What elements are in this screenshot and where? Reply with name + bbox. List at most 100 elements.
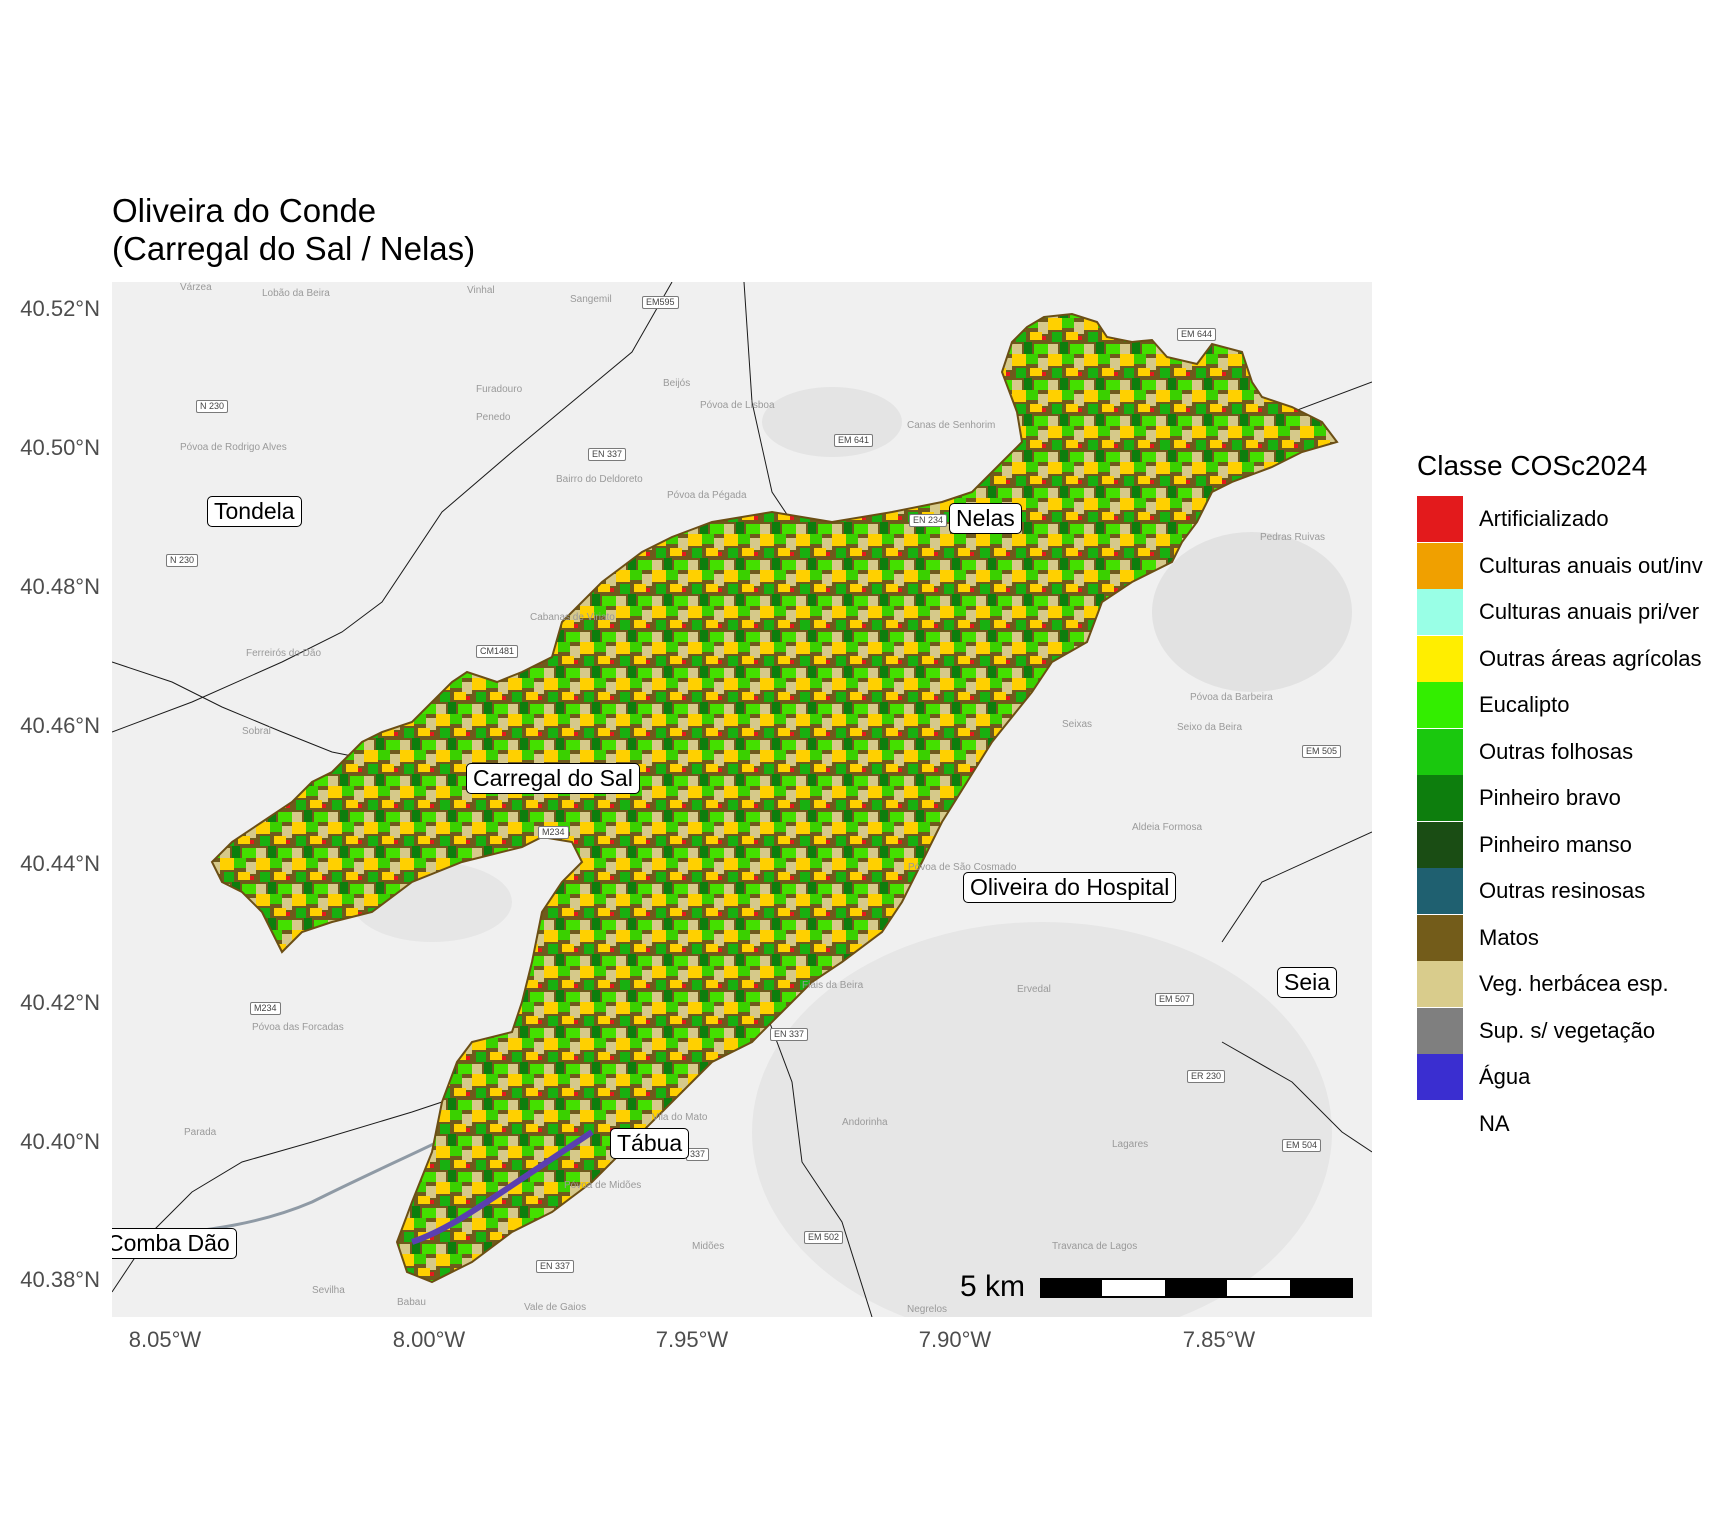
legend-label: Pinheiro bravo: [1479, 785, 1621, 810]
scale-bar: [1040, 1278, 1353, 1298]
legend-label: Veg. herbácea esp.: [1479, 971, 1669, 996]
basemap-label: Póvoa das Forcadas: [252, 1022, 344, 1033]
legend-swatch: [1417, 682, 1463, 728]
road-sign: EN 234: [909, 514, 948, 527]
legend-swatch: [1417, 914, 1463, 961]
legend-label: Culturas anuais pri/ver: [1479, 599, 1700, 624]
basemap-relief: [1152, 532, 1352, 692]
basemap-label: Vila do Mato: [652, 1112, 708, 1123]
legend-item: Água: [1417, 1054, 1717, 1100]
basemap-label: Pedras Ruivas: [1260, 532, 1326, 543]
road-sign: EN 337: [536, 1260, 575, 1273]
basemap-and-landcover: [112, 282, 1372, 1317]
basemap-label: Penedo: [476, 412, 511, 423]
basemap-label: Cabanas de Viriato: [530, 612, 615, 623]
basemap-label: Seixo da Beira: [1177, 722, 1243, 733]
place-label-tondela: Tondela: [207, 496, 302, 527]
basemap-label: Negrelos: [907, 1304, 948, 1315]
basemap-label: Sobral: [242, 726, 271, 737]
legend-swatch: [1417, 496, 1463, 542]
legend-label: Água: [1479, 1064, 1531, 1089]
legend-item: Outras resinosas: [1417, 868, 1717, 914]
legend-swatch: [1417, 589, 1463, 635]
road-sign: EM 504: [1282, 1139, 1322, 1152]
lon-tick-label: 8.00°W: [392, 1327, 466, 1352]
basemap-label: Fiais da Beira: [802, 980, 864, 991]
legend-item: Culturas anuais pri/ver: [1417, 589, 1717, 635]
legend-label: Sup. s/ vegetação: [1479, 1017, 1656, 1043]
legend-item: Eucalipto: [1417, 682, 1717, 728]
lat-tick-label: 40.46°N: [20, 713, 100, 738]
place-label-nelas: Nelas: [949, 503, 1022, 534]
basemap-label: Travanca de Lagos: [1052, 1241, 1138, 1252]
lon-tick-label: 8.05°W: [128, 1327, 202, 1352]
scale-bar-label: 5 km: [960, 1270, 1026, 1303]
legend-item: Pinheiro manso: [1417, 821, 1717, 868]
basemap-label: Póvoa da Pégada: [667, 490, 747, 501]
land-cover-polygon: [210, 312, 1339, 1284]
basemap-label: Póvoa de Lisboa: [700, 400, 775, 411]
basemap-label: Póvoa da Barbeira: [1190, 692, 1273, 703]
road-sign: M234: [538, 826, 569, 839]
basemap-label: Várzea: [180, 282, 212, 293]
road-sign: EM 502: [804, 1231, 844, 1244]
legend-swatch: [1417, 728, 1463, 775]
place-label-tabua: Tábua: [610, 1128, 690, 1159]
legend-title: Classe COSc2024: [1417, 450, 1648, 481]
legend-swatch: [1417, 1007, 1463, 1054]
lon-tick-label: 7.85°W: [1182, 1327, 1256, 1352]
basemap-label: Furadouro: [476, 384, 523, 395]
road-sign: N 230: [196, 400, 229, 413]
water-body: [411, 1129, 594, 1245]
legend-item: Outras áreas agrícolas: [1417, 635, 1717, 682]
map-panel[interactable]: Várzea Lobão da Beira Vinhal Sangemil Fu…: [112, 282, 1372, 1317]
basemap-label: Lagares: [1112, 1139, 1149, 1150]
legend-swatch: [1417, 868, 1463, 914]
municipal-boundary: [1221, 831, 1372, 943]
legend-item: NA: [1417, 1100, 1717, 1147]
lat-tick-label: 40.44°N: [20, 851, 100, 876]
basemap-label: Póvoa de São Cosmado: [908, 862, 1017, 873]
legend-swatch: [1417, 821, 1463, 868]
legend-label: Eucalipto: [1479, 692, 1570, 717]
legend-label: Outras áreas agrícolas: [1479, 645, 1702, 671]
legend-label: Pinheiro manso: [1479, 831, 1632, 857]
lon-tick-label: 7.90°W: [918, 1327, 992, 1352]
basemap-label: Póvoa de Rodrigo Alves: [180, 442, 287, 453]
basemap-label: Midões: [692, 1241, 725, 1252]
basemap-label: Sangemil: [570, 294, 612, 305]
legend-label: NA: [1479, 1110, 1510, 1136]
basemap-label: Póvoa de Midões: [564, 1180, 642, 1191]
road-sign: EM595: [642, 296, 679, 309]
map-title-line2: (Carregal do Sal / Nelas): [112, 230, 476, 267]
road-sign: EM 507: [1155, 993, 1195, 1006]
legend-label: Matos: [1479, 924, 1539, 950]
basemap-label: Canas de Senhorim: [907, 420, 996, 431]
map-title-line1: Oliveira do Conde: [112, 192, 377, 229]
legend-item: Artificializado: [1417, 496, 1717, 542]
place-label-carregal-do-sal: Carregal do Sal: [466, 763, 640, 794]
basemap-label: Sevilha: [312, 1285, 345, 1296]
legend-item: Pinheiro bravo: [1417, 775, 1717, 821]
lat-tick-label: 40.52°N: [20, 296, 100, 321]
place-label-comba-dao: Comba Dão: [112, 1228, 237, 1259]
road-sign: CM1481: [476, 645, 519, 658]
legend-swatch: [1417, 775, 1463, 821]
road-sign: EN 337: [770, 1028, 809, 1041]
road-sign: N 230: [166, 554, 199, 567]
basemap-label: Lobão da Beira: [262, 288, 330, 299]
basemap-label: Ferreirós do Dão: [246, 648, 322, 659]
road-sign: ER 230: [1187, 1070, 1226, 1083]
lat-tick-label: 40.42°N: [20, 990, 100, 1015]
municipal-boundary: [1221, 1041, 1372, 1153]
road-sign: M234: [250, 1002, 281, 1015]
basemap-label: Bairro do Deldoreto: [556, 474, 643, 485]
legend-label: Culturas anuais out/inv: [1479, 552, 1703, 578]
road-sign: 337: [686, 1148, 710, 1161]
legend-item: Outras folhosas: [1417, 728, 1717, 775]
basemap-label: Beijós: [663, 378, 691, 389]
road-sign: EN 337: [588, 448, 627, 461]
legend-item: Culturas anuais out/inv: [1417, 542, 1717, 589]
basemap-relief: [752, 922, 1332, 1317]
lon-tick-label: 7.95°W: [655, 1327, 729, 1352]
